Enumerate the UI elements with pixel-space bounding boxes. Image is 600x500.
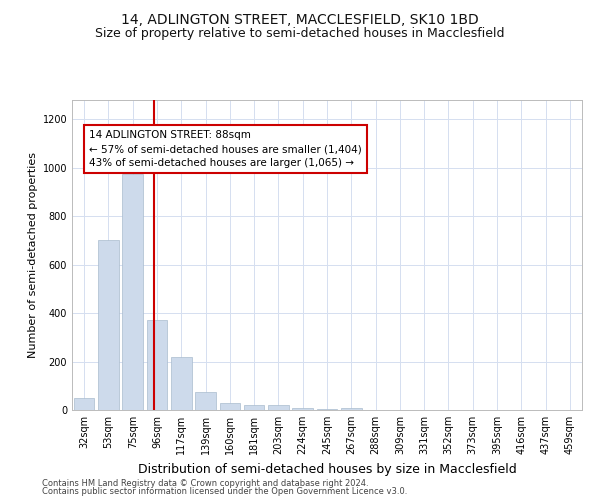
- Text: 14 ADLINGTON STREET: 88sqm
← 57% of semi-detached houses are smaller (1,404)
43%: 14 ADLINGTON STREET: 88sqm ← 57% of semi…: [89, 130, 362, 168]
- Text: Contains HM Land Registry data © Crown copyright and database right 2024.: Contains HM Land Registry data © Crown c…: [42, 478, 368, 488]
- Text: Contains public sector information licensed under the Open Government Licence v3: Contains public sector information licen…: [42, 487, 407, 496]
- Bar: [268, 405, 289, 410]
- Text: 14, ADLINGTON STREET, MACCLESFIELD, SK10 1BD: 14, ADLINGTON STREET, MACCLESFIELD, SK10…: [121, 12, 479, 26]
- Bar: [244, 405, 265, 410]
- Bar: [171, 356, 191, 410]
- Bar: [122, 174, 143, 410]
- Bar: [74, 398, 94, 410]
- X-axis label: Distribution of semi-detached houses by size in Macclesfield: Distribution of semi-detached houses by …: [137, 462, 517, 475]
- Text: Size of property relative to semi-detached houses in Macclesfield: Size of property relative to semi-detach…: [95, 28, 505, 40]
- Bar: [292, 408, 313, 410]
- Bar: [98, 240, 119, 410]
- Bar: [220, 402, 240, 410]
- Bar: [146, 320, 167, 410]
- Y-axis label: Number of semi-detached properties: Number of semi-detached properties: [28, 152, 38, 358]
- Bar: [195, 392, 216, 410]
- Bar: [341, 408, 362, 410]
- Bar: [317, 409, 337, 410]
